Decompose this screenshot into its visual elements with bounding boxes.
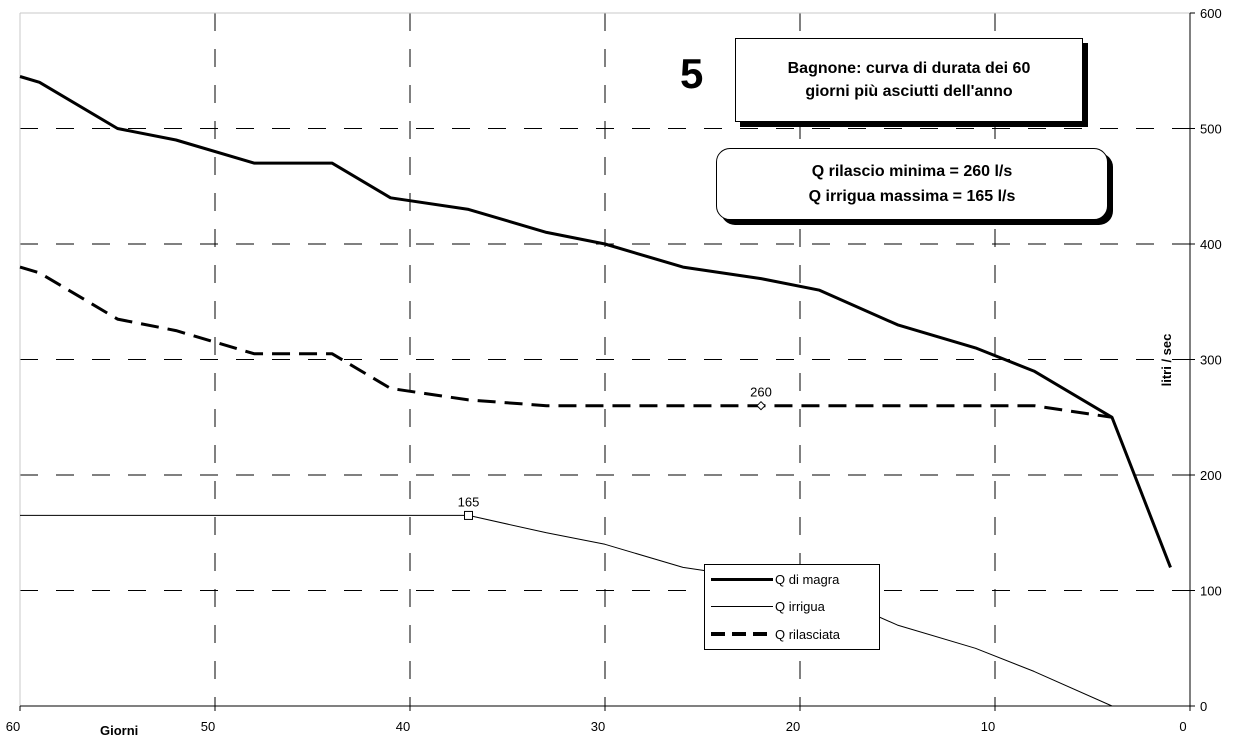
x-tick-label-20: 20 xyxy=(786,719,800,734)
annotation-layer: 165 260 xyxy=(458,385,772,520)
data-label-260: 260 xyxy=(750,385,772,400)
flow-info-box: Q rilascio minima = 260 l/s Q irrigua ma… xyxy=(716,148,1108,220)
y-tick-label-100: 100 xyxy=(1200,584,1222,599)
max-irrigation-flow-text: Q irrigua massima = 165 l/s xyxy=(808,188,1016,205)
chart-number: 5 xyxy=(680,50,704,97)
chart-title-box: Bagnone: curva di durata dei 60 giorni p… xyxy=(735,38,1083,122)
x-tick-label-40: 40 xyxy=(396,719,410,734)
legend-item-q-rilasciata: Q rilasciata xyxy=(711,625,840,643)
y-tick-label-500: 500 xyxy=(1200,122,1222,137)
legend-label-q-rilasciata: Q rilasciata xyxy=(775,626,841,642)
x-axis-title: Giorni xyxy=(100,723,138,738)
series-line-q-rilasciata xyxy=(19,265,1113,419)
x-tick-label-30: 30 xyxy=(591,719,605,734)
min-release-flow-text: Q rilascio minima = 260 l/s xyxy=(811,163,1013,180)
y-tick-label-600: 600 xyxy=(1200,6,1222,21)
series-line-q-irrigua xyxy=(20,514,1113,707)
x-tick-label-10: 10 xyxy=(981,719,995,734)
legend-item-q-di-magra: Q di magra xyxy=(711,570,839,588)
legend-swatch-q-rilasciata xyxy=(711,632,773,636)
legend-label-q-irrigua: Q irrigua xyxy=(775,598,825,614)
x-tick-label-60: 60 xyxy=(6,719,20,734)
y-tick-label-0: 0 xyxy=(1200,699,1207,714)
chart-title-line-1: Bagnone: curva di durata dei 60 xyxy=(787,60,1031,77)
x-tick-label-0: 0 xyxy=(1179,719,1186,734)
y-tick-label-200: 200 xyxy=(1200,468,1222,483)
y-axis-title: litri / sec xyxy=(1159,334,1174,387)
legend-swatch-q-di-magra xyxy=(711,577,773,581)
x-tick-label-50: 50 xyxy=(201,719,215,734)
legend-item-q-irrigua: Q irrigua xyxy=(711,597,825,615)
y-tick-label-300: 300 xyxy=(1200,353,1222,368)
legend-swatch-q-irrigua xyxy=(711,605,773,607)
marker-165 xyxy=(464,510,473,520)
grid-layer xyxy=(20,13,1190,706)
legend-label-q-di-magra: Q di magra xyxy=(775,571,840,587)
marker-260 xyxy=(756,400,766,411)
chart-title-line-2: giorni più asciutti dell'anno xyxy=(805,83,1013,100)
series-line-q-di-magra xyxy=(19,75,1172,568)
y-tick-label-400: 400 xyxy=(1200,237,1222,252)
data-label-165: 165 xyxy=(458,494,480,509)
chart-legend: Q di magra Q irrigua Q rilasciata xyxy=(704,564,880,650)
